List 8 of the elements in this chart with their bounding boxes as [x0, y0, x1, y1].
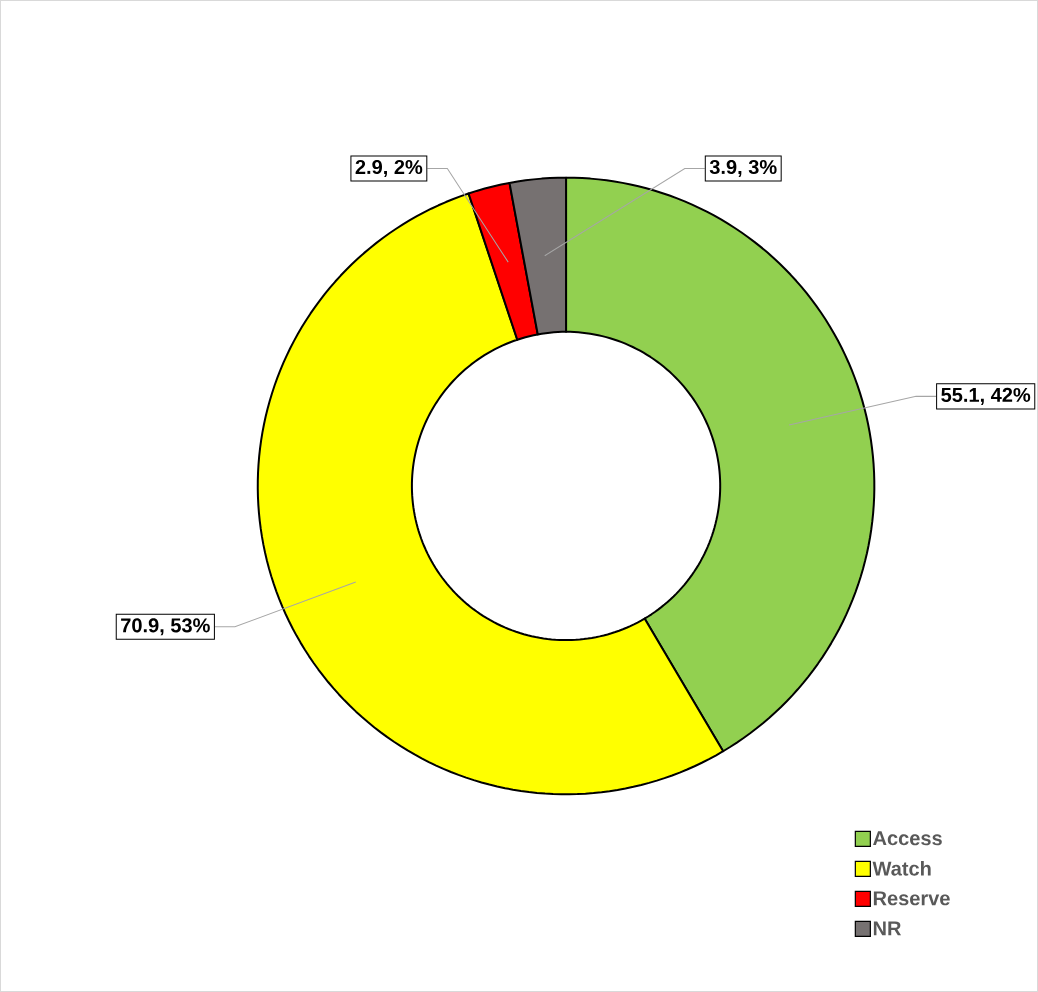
- legend-label: NR: [873, 921, 902, 936]
- data-label: 70.9, 53%: [121, 618, 210, 636]
- data-label: 55.1, 42%: [941, 387, 1031, 405]
- data-label: 2.9, 2%: [355, 159, 423, 177]
- data-label: 3.9, 3%: [709, 159, 777, 177]
- legend-label: Reserve: [873, 891, 950, 906]
- legend-label: Access: [873, 831, 942, 846]
- legend-label: Watch: [872, 861, 931, 876]
